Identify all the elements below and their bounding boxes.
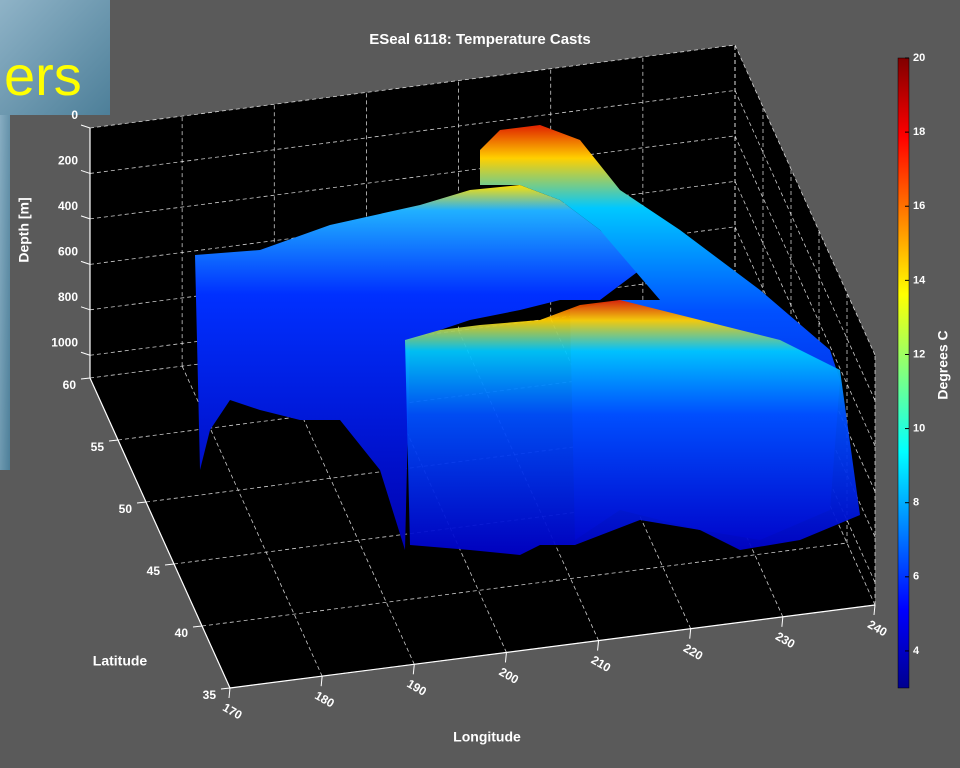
z-tick-label: 400 xyxy=(58,199,78,213)
colorbar-tick-label: 12 xyxy=(913,348,925,360)
tick-mark xyxy=(136,501,147,504)
y-tick-label: 45 xyxy=(147,564,161,578)
grid-line xyxy=(89,90,736,174)
tick-mark xyxy=(412,664,415,675)
x-tick-label: 210 xyxy=(589,653,614,675)
x-tick-label: 170 xyxy=(220,700,245,722)
grid-line xyxy=(89,44,736,129)
grid-line xyxy=(734,90,876,401)
grid-line xyxy=(89,135,736,220)
colorbar-tick-label: 4 xyxy=(913,645,920,657)
slide-background-image xyxy=(0,0,10,470)
tick-mark xyxy=(80,377,91,380)
colorbar-tick-label: 10 xyxy=(913,422,925,434)
grid-line xyxy=(734,135,876,447)
tick-mark xyxy=(781,616,784,627)
tick-mark xyxy=(220,687,231,690)
curtain xyxy=(405,300,860,555)
tick-mark xyxy=(80,124,91,129)
colorbar-tick-label: 18 xyxy=(913,126,925,138)
y-axis-label: Latitude xyxy=(93,653,148,669)
y-tick-label: 40 xyxy=(175,626,189,640)
z-tick-label: 800 xyxy=(58,290,78,304)
tick-mark xyxy=(80,351,91,356)
y-tick-label: 55 xyxy=(91,440,105,454)
colorbar-tick-label: 14 xyxy=(913,274,926,286)
tick-mark xyxy=(80,169,91,174)
x-tick-label: 180 xyxy=(312,688,337,710)
curtain xyxy=(195,185,640,550)
grid-line xyxy=(201,542,848,627)
axis-line xyxy=(89,377,231,689)
tick-mark xyxy=(192,625,203,628)
colorbar-tick-label: 6 xyxy=(913,571,919,583)
y-tick-label: 50 xyxy=(119,502,133,516)
x-tick-label: 220 xyxy=(681,641,706,663)
x-tick-label: 190 xyxy=(405,676,430,698)
z-tick-label: 1000 xyxy=(51,335,78,349)
colorbar xyxy=(897,57,910,689)
x-axis-label: Longitude xyxy=(453,729,521,745)
colorbar-label: Degrees C xyxy=(935,330,951,399)
colorbar-tick-label: 16 xyxy=(913,200,925,212)
tick-mark xyxy=(108,439,119,442)
y-tick-label: 35 xyxy=(203,688,217,702)
tick-mark xyxy=(504,652,507,663)
temperature-curtains xyxy=(195,125,860,555)
grid-line xyxy=(734,44,876,356)
chart-title: ESeal 6118: Temperature Casts xyxy=(369,31,591,48)
x-tick-label: 230 xyxy=(773,629,798,651)
tick-mark xyxy=(164,563,175,566)
axis-line xyxy=(229,604,876,689)
colorbar-tick-label: 8 xyxy=(913,497,919,509)
y-tick-label: 60 xyxy=(63,378,77,392)
z-tick-label: 600 xyxy=(58,245,78,259)
slide-background-image xyxy=(0,0,110,115)
z-axis-label: Depth [m] xyxy=(16,197,32,262)
tick-mark xyxy=(80,306,91,311)
z-tick-label: 0 xyxy=(71,108,78,122)
tick-mark xyxy=(80,260,91,265)
tick-mark xyxy=(689,628,692,639)
x-tick-label: 200 xyxy=(497,665,522,687)
tick-mark xyxy=(80,215,91,220)
tick-mark xyxy=(873,604,876,616)
z-tick-label: 200 xyxy=(58,154,78,168)
x-tick-label: 240 xyxy=(865,617,890,639)
colorbar-tick-label: 20 xyxy=(913,52,925,64)
tick-mark xyxy=(597,640,600,651)
tick-mark xyxy=(320,676,323,687)
tick-mark xyxy=(228,687,231,699)
slide-title: ers xyxy=(4,44,82,107)
